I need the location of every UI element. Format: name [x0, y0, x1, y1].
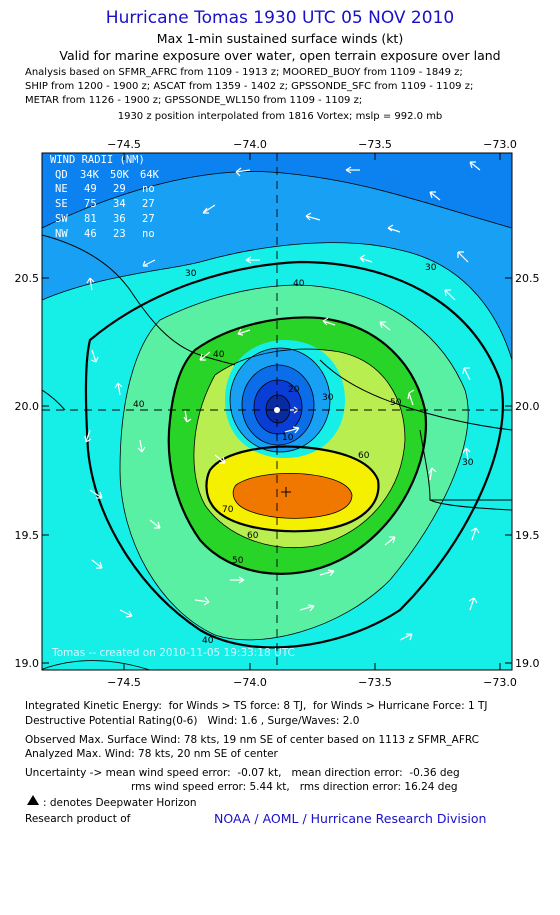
wind-radii-header-qd: QD: [55, 169, 68, 181]
deepwater-legend: : denotes Deepwater Horizon: [43, 797, 197, 809]
subtitle-winds: Max 1-min sustained surface winds (kt): [156, 31, 404, 46]
lat-tick-label: 20.0: [515, 400, 540, 413]
lat-tick-label: 19.5: [515, 529, 540, 542]
max-wind-marker: [281, 487, 291, 497]
lat-tick-label: 20.0: [15, 400, 40, 413]
wind-radii-cell: 75: [84, 198, 97, 210]
contour-labels: 30 30 30 40 40 40 40 50 50 60 60 70 20 3…: [133, 263, 474, 646]
research-label: Research product of: [25, 813, 131, 825]
bold-contours: [84, 260, 504, 649]
wind-radii-header-34k: 34K: [80, 169, 100, 181]
wind-radii-cell: NW: [55, 228, 68, 240]
subtitle-exposure: Valid for marine exposure over water, op…: [59, 48, 501, 63]
wind-radii-cell: no: [142, 228, 155, 240]
contour-label: 30: [462, 458, 474, 468]
contour-label: 30: [322, 393, 334, 403]
wind-radii-table: WIND RADII (NM) QD 34K 50K 64K NE 49 29 …: [50, 154, 160, 240]
contour-label: 40: [133, 400, 145, 410]
wind-radii-cell: 36: [113, 213, 126, 225]
contour-label: 40: [202, 636, 214, 646]
noaa-link[interactable]: NOAA / AOML / Hurricane Research Divisio…: [214, 811, 487, 826]
plot-frame: [41, 152, 513, 671]
storm-center: [274, 407, 280, 413]
contour-lines: [42, 171, 512, 670]
lat-tick-label: 20.5: [515, 272, 540, 285]
contour-label: 40: [213, 350, 225, 360]
lat-tick-label: 19.0: [15, 657, 40, 670]
contour-label: 50: [232, 556, 244, 566]
wind-radii-header-50k: 50K: [110, 169, 130, 181]
lon-tick-label: −74.5: [107, 676, 141, 689]
contour-label: 60: [247, 531, 259, 541]
contour-label: 10: [282, 433, 294, 443]
analysis-line-1: Analysis based on SFMR_AFRC from 1109 - …: [25, 67, 463, 78]
axis-ticks: [42, 153, 512, 670]
contour-label: 30: [425, 263, 437, 273]
lon-tick-label: −74.0: [233, 676, 267, 689]
created-stamp: Tomas -- created on 2010-11-05 19:33:18 …: [51, 647, 295, 659]
analysis-line-2: SHIP from 1200 - 1900 z; ASCAT from 1359…: [25, 81, 474, 92]
analyzed-max-line: Analyzed Max. Wind: 78 kts, 20 nm SE of …: [25, 748, 278, 760]
contour-label: 50: [390, 398, 402, 408]
wind-radii-cell: SW: [55, 213, 68, 225]
wind-radii-cell: 23: [113, 228, 126, 240]
observed-max-line: Observed Max. Surface Wind: 78 kts, 19 n…: [25, 734, 480, 746]
wind-field-bands: 30 30 30 40 40 40 40 50 50 60 60 70 20 3…: [42, 153, 512, 670]
wind-radii-cell: 46: [84, 228, 97, 240]
ike-line: Integrated Kinetic Energy: for Winds > T…: [25, 700, 488, 712]
wind-radii-cell: no: [142, 183, 155, 195]
contour-label: 60: [358, 451, 370, 461]
lat-labels-left: 20.5 20.0 19.5 19.0: [15, 272, 40, 670]
analysis-line-3: METAR from 1126 - 1900 z; GPSSONDE_WL150…: [25, 95, 363, 106]
lon-tick-label: −73.5: [358, 676, 392, 689]
lon-tick-label: −73.5: [358, 138, 392, 151]
wind-radii-cell: SE: [55, 198, 68, 210]
chart-title: Hurricane Tomas 1930 UTC 05 NOV 2010: [105, 8, 455, 28]
dpr-line: Destructive Potential Rating(0-6) Wind: …: [25, 715, 360, 727]
lon-tick-label: −73.0: [483, 138, 517, 151]
wind-radii-title: WIND RADII (NM): [50, 154, 145, 166]
lat-tick-label: 20.5: [15, 272, 40, 285]
wind-radii-cell: 27: [142, 198, 155, 210]
uncertainty-line-2: rms wind speed error: 5.44 kt, rms direc…: [131, 781, 458, 793]
lon-tick-label: −73.0: [483, 676, 517, 689]
contour-label: 30: [185, 269, 197, 279]
contour-label: 20: [288, 385, 300, 395]
wind-radii-cell: 29: [113, 183, 126, 195]
uncertainty-line-1: Uncertainty -> mean wind speed error: -0…: [25, 767, 460, 779]
wind-radii-header-64k: 64K: [140, 169, 160, 181]
lon-tick-label: −74.5: [107, 138, 141, 151]
lon-tick-label: −74.0: [233, 138, 267, 151]
lat-tick-label: 19.0: [515, 657, 540, 670]
analysis-sources: Analysis based on SFMR_AFRC from 1109 - …: [25, 66, 555, 108]
coastline: [42, 234, 512, 511]
contour-label: 40: [293, 279, 305, 289]
wind-radii-cell: 81: [84, 213, 97, 225]
wind-radii-cell: 49: [84, 183, 97, 195]
lat-labels-right: 20.5 20.0 19.5 19.0: [515, 272, 540, 670]
position-note: 1930 z position interpolated from 1816 V…: [117, 111, 443, 122]
contour-label: 70: [222, 505, 234, 515]
lon-labels-top: −74.5 −74.0 −73.5 −73.0: [107, 138, 517, 151]
lat-tick-label: 19.5: [15, 529, 40, 542]
band-80-plus: [233, 473, 352, 519]
deepwater-horizon-icon: [27, 795, 39, 805]
wind-vectors: [84, 161, 481, 641]
wind-radii-cell: 34: [113, 198, 126, 210]
wind-radii-cell: NE: [55, 183, 68, 195]
wind-radii-cell: 27: [142, 213, 155, 225]
lon-labels-bottom: −74.5 −74.0 −73.5 −73.0: [107, 676, 517, 689]
